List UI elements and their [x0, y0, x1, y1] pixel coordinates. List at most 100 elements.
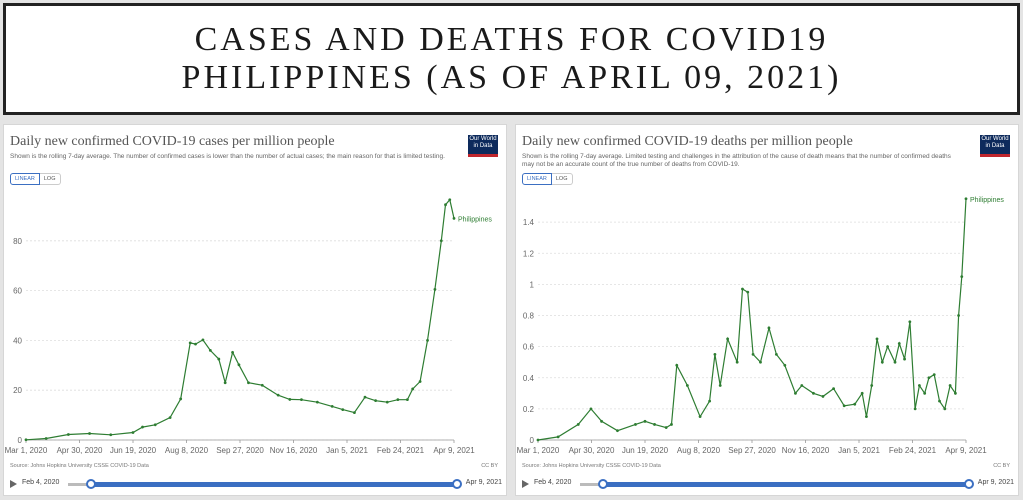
data-point: [330, 404, 334, 408]
data-point: [821, 395, 825, 398]
data-point: [726, 337, 730, 341]
data-point: [141, 425, 144, 429]
linear-button[interactable]: LINEAR: [522, 173, 552, 185]
log-button[interactable]: LOG: [39, 173, 61, 185]
data-point: [917, 384, 921, 387]
x-tick-label: Aug 8, 2020: [677, 446, 721, 455]
cases-plot[interactable]: 0 20 40 60 80 Mar 1, 2020 Apr 30, 2020 Jun 19, …: [4, 185, 508, 461]
data-point: [131, 431, 135, 434]
data-point: [923, 391, 927, 395]
timeline: Feb 4, 2020 Apr 9, 2021: [522, 477, 1014, 491]
license-link[interactable]: CC BY: [993, 463, 1010, 469]
data-point: [433, 287, 437, 291]
series-line: [537, 198, 967, 441]
data-point: [653, 423, 656, 426]
timeline-range-fill: [90, 482, 460, 487]
data-point: [315, 400, 319, 404]
data-point: [444, 203, 447, 207]
y-tick-label: 60: [13, 287, 22, 296]
y-tick-label: 40: [13, 336, 22, 345]
data-point: [932, 373, 936, 377]
x-tick-label: Feb 24, 2021: [377, 446, 425, 455]
play-icon[interactable]: [10, 480, 17, 488]
license-link[interactable]: CC BY: [481, 463, 498, 469]
x-tick-label: Apr 30, 2020: [57, 446, 103, 455]
data-point: [875, 337, 879, 341]
chart-title: Daily new confirmed COVID-19 deaths per …: [522, 134, 853, 149]
data-point: [908, 320, 912, 324]
logo-text-2: in Data: [473, 143, 493, 149]
y-tick-label: 0.2: [523, 405, 535, 414]
data-point: [448, 198, 452, 202]
data-point: [643, 419, 647, 423]
x-tick-label: Apr 9, 2021: [945, 446, 987, 455]
data-point: [927, 376, 931, 380]
data-point: [741, 287, 744, 291]
chart-title: Daily new confirmed COVID-19 cases per m…: [10, 134, 335, 149]
series-label: Philippines: [970, 197, 1004, 204]
data-point: [600, 419, 603, 423]
y-tick-label: 80: [13, 237, 22, 246]
y-tick-label: 1.4: [523, 218, 535, 227]
log-button[interactable]: LOG: [551, 173, 573, 185]
deaths-plot[interactable]: 0 0.2 0.4 0.6 0.8 1 1.2 1.4 Mar 1, 2020 Apr 30, 2…: [516, 185, 1020, 461]
y-tick-label: 20: [13, 386, 22, 395]
timeline-start-label: Feb 4, 2020: [534, 479, 572, 486]
data-point: [411, 387, 415, 391]
timeline: Feb 4, 2020 Apr 9, 2021: [10, 477, 502, 491]
data-point: [24, 438, 28, 442]
x-tick-label: Jun 19, 2020: [110, 446, 157, 455]
y-tick-label: 0: [530, 436, 535, 445]
y-tick-label: 0.8: [523, 312, 535, 321]
x-tick-label: Apr 9, 2021: [433, 446, 475, 455]
play-icon[interactable]: [522, 480, 529, 488]
x-tick-label: Jun 19, 2020: [622, 446, 669, 455]
data-point: [964, 197, 968, 201]
timeline-start-handle[interactable]: [598, 479, 608, 489]
data-point: [664, 426, 668, 429]
data-point: [880, 360, 884, 364]
data-point: [903, 357, 906, 361]
owid-logo[interactable]: Our World in Data: [980, 135, 1010, 157]
data-point: [44, 437, 48, 440]
data-point: [188, 341, 192, 345]
data-point: [767, 326, 771, 330]
title-banner: CASES AND DEATHS FOR COVID19 PHILIPPINES…: [3, 3, 1020, 115]
data-point: [634, 423, 637, 426]
scale-toggle: LINEAR LOG: [522, 173, 573, 185]
timeline-range-fill: [602, 482, 972, 487]
owid-logo[interactable]: Our World in Data: [468, 135, 498, 157]
data-point: [860, 391, 864, 395]
data-point: [452, 216, 456, 220]
data-point: [670, 423, 673, 426]
data-point: [426, 339, 429, 342]
timeline-end-handle[interactable]: [964, 479, 974, 489]
banner-line-2: PHILIPPINES (AS OF APRIL 09, 2021): [181, 59, 842, 96]
logo-text-1: Our World: [981, 136, 1009, 142]
y-tick-label: 0.4: [523, 374, 535, 383]
data-point: [237, 363, 241, 367]
timeline-start-handle[interactable]: [86, 479, 96, 489]
data-point: [223, 381, 227, 385]
y-tick-label: 0: [18, 436, 23, 445]
linear-button[interactable]: LINEAR: [10, 173, 40, 185]
data-point: [960, 275, 964, 278]
data-point: [713, 353, 717, 356]
x-tick-label: Feb 24, 2021: [889, 446, 937, 455]
data-point: [288, 398, 292, 401]
x-tick-label: Nov 16, 2020: [782, 446, 830, 455]
scale-toggle: LINEAR LOG: [10, 173, 61, 185]
data-point: [363, 395, 367, 399]
logo-text-2: in Data: [985, 143, 1005, 149]
data-point: [536, 438, 540, 442]
data-point: [913, 407, 917, 411]
data-point: [231, 350, 234, 354]
data-point: [708, 399, 712, 403]
timeline-end-handle[interactable]: [452, 479, 462, 489]
data-point: [405, 398, 409, 402]
chart-subtitle: Shown is the rolling 7-day average. Limi…: [522, 153, 951, 168]
data-point: [800, 384, 804, 387]
data-point: [353, 411, 356, 415]
data-point: [418, 380, 422, 383]
data-point: [556, 435, 560, 439]
